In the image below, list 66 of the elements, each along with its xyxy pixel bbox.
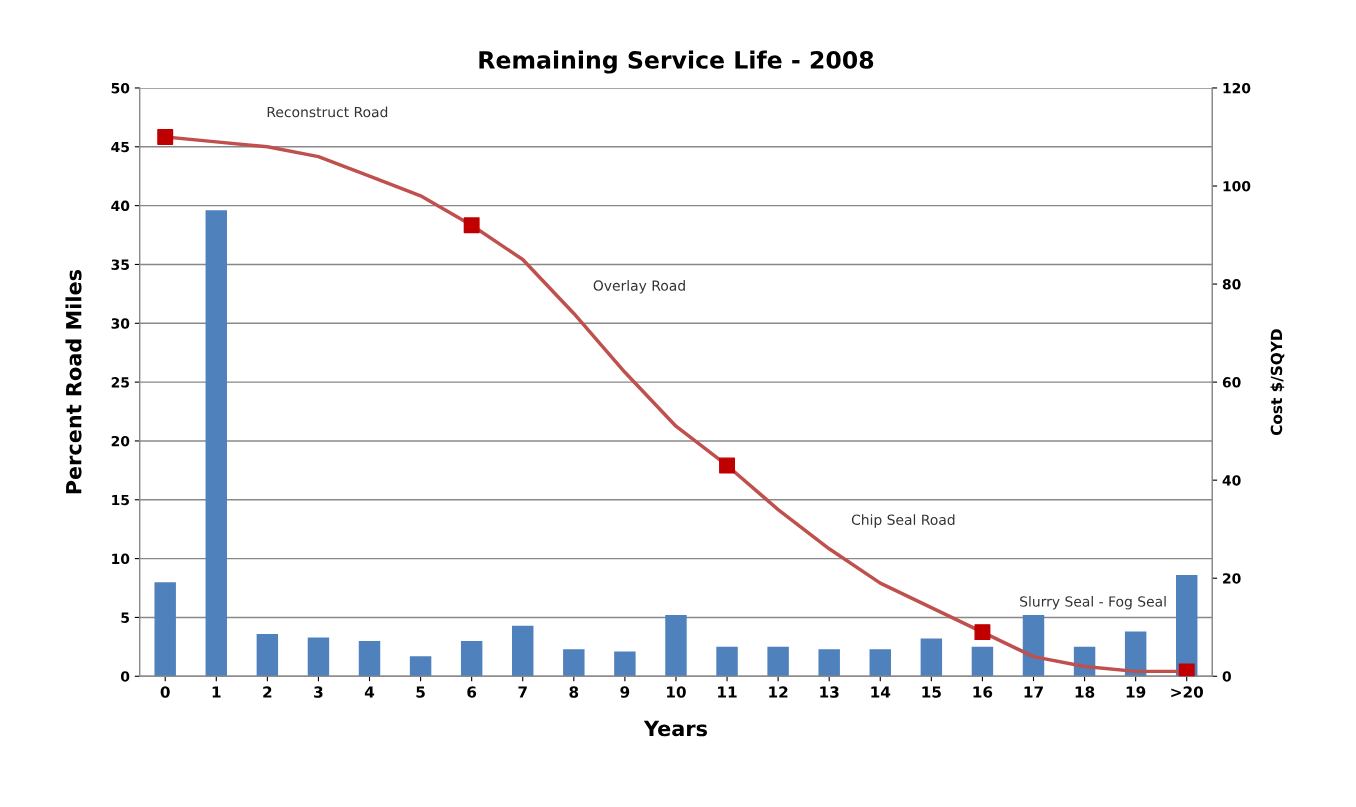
y2-tick-label: 40 — [1222, 475, 1241, 486]
annotation: Slurry Seal - Fog Seal — [1020, 596, 1166, 610]
x-tick-label: 5 — [416, 686, 425, 698]
y-tick-label: 50 — [111, 82, 130, 94]
x-tick-label: 1 — [212, 686, 221, 698]
bar — [409, 656, 432, 677]
chart-title: Remaining Service Life - 2008 — [479, 50, 874, 74]
x-tick-label: 4 — [364, 686, 375, 698]
bar — [1176, 575, 1198, 677]
bar — [358, 640, 381, 677]
y-tick-label: 35 — [111, 259, 129, 270]
x-axis-title: Years — [643, 720, 707, 737]
y2-tick-label: 120 — [1223, 82, 1251, 94]
x-tick-label: 7 — [518, 686, 527, 698]
bar — [512, 625, 534, 677]
x-tick-label: 17 — [1024, 686, 1043, 698]
x-tick-label: 2 — [263, 686, 272, 698]
x-tick-label: 12 — [769, 686, 788, 698]
bar — [614, 651, 636, 677]
x-tick-label: 3 — [314, 686, 323, 698]
bar — [767, 646, 789, 677]
y2-tick-label: 80 — [1222, 279, 1241, 290]
y-tick-label: 0 — [120, 671, 130, 682]
y2-axis-title: Cost $/SQYD — [1270, 329, 1285, 436]
y-axis-title: Percent Road Miles — [65, 269, 82, 494]
y-tick-label: 10 — [112, 553, 130, 565]
x-tick-label: 19 — [1126, 686, 1146, 698]
bar — [869, 649, 891, 677]
bar — [460, 640, 483, 677]
x-tick-label: 11 — [718, 686, 737, 698]
y-tick-label: 5 — [121, 612, 129, 623]
bar — [154, 582, 176, 677]
y2-tick-label: 0 — [1222, 671, 1231, 682]
x-tick-label: 15 — [922, 686, 941, 698]
y2-tick-label: 60 — [1222, 377, 1241, 388]
x-tick-label: 10 — [667, 686, 686, 698]
y-tick-label: 15 — [112, 494, 129, 506]
bar — [971, 646, 994, 677]
x-tick-label: 16 — [973, 686, 993, 698]
bar — [920, 638, 943, 677]
x-tick-label: 0 — [160, 686, 170, 698]
x-tick-label: >20 — [1171, 686, 1204, 698]
annotation: Chip Seal Road — [851, 514, 955, 528]
y-tick-label: 45 — [111, 141, 129, 153]
x-tick-label: 9 — [620, 686, 630, 698]
y2-tick-label: 20 — [1223, 573, 1241, 584]
y-tick-label: 20 — [111, 435, 130, 447]
bar — [716, 646, 738, 677]
annotation: Reconstruct Road — [267, 106, 388, 118]
bar — [307, 637, 330, 677]
bar — [563, 649, 585, 677]
annotation: Overlay Road — [593, 280, 685, 294]
bar — [818, 649, 840, 677]
x-tick-label: 14 — [871, 686, 891, 698]
x-tick-label: 8 — [569, 686, 579, 698]
y-tick-label: 40 — [111, 200, 130, 212]
bar — [256, 633, 279, 677]
x-tick-label: 13 — [820, 686, 839, 698]
bar — [1022, 615, 1045, 677]
y2-tick-label: 100 — [1223, 180, 1251, 192]
x-tick-label: 18 — [1075, 686, 1095, 698]
bar — [665, 615, 687, 677]
y-tick-label: 30 — [111, 318, 130, 329]
x-tick-label: 6 — [467, 686, 477, 698]
y-tick-label: 25 — [111, 377, 129, 388]
bar — [205, 210, 228, 677]
